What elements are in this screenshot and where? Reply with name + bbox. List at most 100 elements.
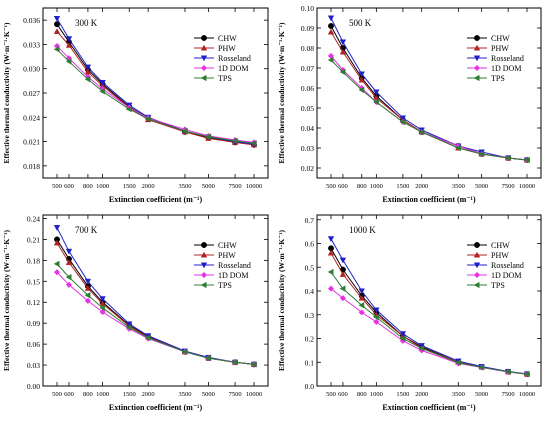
data-point <box>358 86 365 94</box>
data-point <box>478 364 485 371</box>
data-point <box>399 118 406 126</box>
x-tick-label: 2000 <box>142 391 155 398</box>
data-point <box>327 15 335 22</box>
y-tick-label: 0.00 <box>27 382 40 391</box>
x-tick-label: 10000 <box>519 391 535 398</box>
data-point <box>84 284 92 291</box>
series-line <box>330 288 528 375</box>
legend-label: TPS <box>218 74 232 83</box>
x-tick-label: 5000 <box>475 183 488 190</box>
x-tick-label: 1000 <box>370 391 383 398</box>
legend-marker <box>201 35 207 41</box>
y-tick-label: 0.4 <box>305 287 315 296</box>
x-tick-label: 1500 <box>396 391 409 398</box>
data-point <box>99 88 106 95</box>
y-axis-label: Effective thermal conductivity (W·m⁻¹·K⁻… <box>2 22 11 163</box>
x-tick-label: 1500 <box>396 183 409 190</box>
series-tps <box>327 56 530 164</box>
x-tick-label: 2000 <box>415 183 428 190</box>
legend-label: PHW <box>218 251 236 260</box>
series-line <box>330 17 528 161</box>
data-point <box>339 294 347 302</box>
data-point <box>181 127 188 135</box>
y-tick-label: 0.1 <box>305 358 315 367</box>
legend-marker <box>473 55 481 62</box>
data-point <box>231 137 238 144</box>
y-tick-label: 0.08 <box>301 44 314 53</box>
x-tick-label: 800 <box>83 183 93 190</box>
data-point <box>504 154 511 162</box>
x-tick-label: 600 <box>64 183 74 190</box>
legend-marker <box>474 242 480 248</box>
x-tick-label: 600 <box>338 183 348 190</box>
plot-area-frame <box>316 7 542 179</box>
data-point <box>339 68 346 76</box>
y-tick-label: 0.5 <box>305 263 315 272</box>
x-tick-label: 600 <box>64 391 74 398</box>
series-line <box>56 48 255 144</box>
data-point <box>205 133 211 140</box>
legend-label: TPS <box>491 74 505 83</box>
data-point <box>327 28 335 35</box>
y-tick-label: 0.24 <box>27 214 40 223</box>
y-axis-label: Effective thermal conductivity (W·m⁻¹·K⁻… <box>277 22 286 163</box>
data-point <box>358 309 365 316</box>
legend-label: 1D DOM <box>218 64 248 73</box>
legend-label: Rosseland <box>491 54 524 63</box>
data-point <box>84 278 92 285</box>
data-point <box>181 348 188 356</box>
series-tps <box>53 46 257 147</box>
x-tick-label: 3500 <box>178 391 191 398</box>
x-tick-label: 7500 <box>502 391 515 398</box>
data-point <box>418 128 425 136</box>
y-tick-label: 0.03 <box>301 144 314 153</box>
data-point <box>99 296 106 303</box>
series-line <box>330 59 528 161</box>
y-tick-label: 0.07 <box>301 64 314 73</box>
legend-label: PHW <box>218 44 236 53</box>
plot-area-frame <box>42 214 269 387</box>
data-point <box>53 16 61 22</box>
chart-panel-3: 0.00 0.03 0.06 0.09 0.12 0.15 0.18 0.21 0.24 500 6… <box>2 214 269 412</box>
data-point <box>358 294 365 301</box>
data-point <box>65 281 73 288</box>
series-line <box>56 45 255 143</box>
data-point <box>65 58 72 65</box>
data-point <box>373 318 380 326</box>
legend-marker <box>200 251 208 258</box>
legend-marker <box>200 44 208 51</box>
legend-label: 1D DOM <box>491 271 521 280</box>
data-point <box>231 359 238 366</box>
legend-label: Rosseland <box>218 54 251 63</box>
data-point <box>65 41 73 48</box>
data-point <box>53 225 61 231</box>
y-tick-label: 0.7 <box>305 216 315 225</box>
y-tick-label: 0.06 <box>27 340 40 349</box>
x-tick-label: 500 <box>326 391 336 398</box>
y-tick-label: 0.027 <box>23 89 40 98</box>
x-tick-label: 500 <box>326 183 336 190</box>
data-point <box>358 302 365 309</box>
x-tick-label: 1500 <box>123 183 136 190</box>
x-tick-label: 5000 <box>202 391 215 398</box>
plot-area-frame <box>316 214 542 387</box>
temperature-annotation: 300 K <box>75 18 98 28</box>
data-point <box>144 334 151 342</box>
x-tick-label: 3500 <box>452 183 465 190</box>
y-tick-label: 0.021 <box>23 138 40 147</box>
data-point <box>523 156 530 164</box>
data-point <box>125 324 132 331</box>
data-point <box>99 79 106 86</box>
data-point <box>99 300 106 307</box>
y-tick-label: 0.2 <box>305 335 315 344</box>
x-tick-label: 1000 <box>96 391 109 398</box>
y-tick-label: 0.3 <box>305 311 315 320</box>
data-point <box>358 288 365 295</box>
y-tick-label: 0.05 <box>301 104 314 113</box>
data-point <box>53 260 60 268</box>
y-axis-label: Effective thermal conductivity (W·m⁻¹·K⁻… <box>277 230 286 371</box>
x-tick-label: 800 <box>357 391 367 398</box>
legend-label: 1D DOM <box>218 271 248 280</box>
